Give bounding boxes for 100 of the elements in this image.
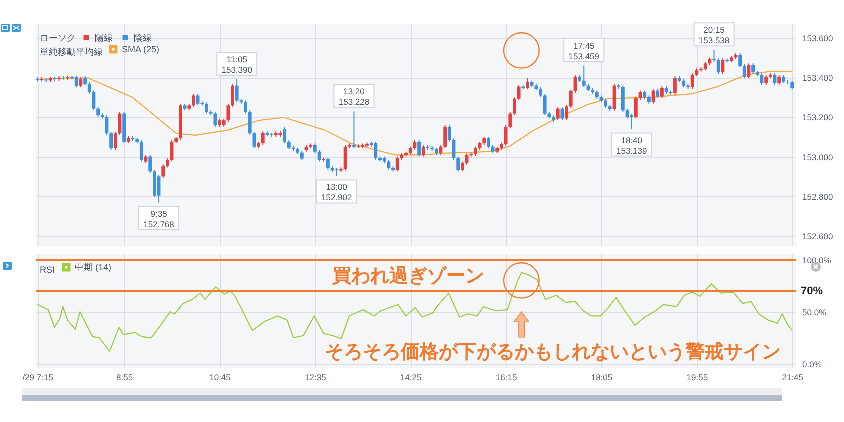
- x-tick-label: 18:05: [591, 372, 613, 382]
- candlestick: [747, 63, 751, 80]
- candlestick: [418, 140, 421, 158]
- candlestick: [140, 140, 144, 162]
- legend-title: RSI: [40, 265, 56, 275]
- candlestick: [300, 150, 304, 161]
- x-tick-label: 21:45: [782, 372, 804, 382]
- candlestick: [344, 144, 348, 172]
- candlestick: [88, 82, 92, 94]
- candlestick: [778, 74, 782, 86]
- candlestick: [448, 124, 452, 142]
- annotation: 18:40 153.139: [616, 135, 648, 156]
- candlestick: [456, 156, 460, 172]
- candlestick: [192, 94, 196, 108]
- annotation: 13:00 152.902: [322, 182, 353, 203]
- candlestick: [444, 124, 448, 149]
- candlestick: [513, 96, 516, 116]
- legend-label: 中期 (14): [75, 262, 112, 272]
- candlestick: [487, 136, 490, 149]
- x-tick-label: 12:35: [305, 372, 327, 382]
- candlestick: [560, 106, 564, 121]
- y-tick-label: 153.400: [802, 73, 834, 84]
- legend-label: 陽線: [95, 32, 113, 43]
- candlestick: [604, 98, 608, 109]
- candlestick: [508, 112, 512, 130]
- candlestick: [162, 164, 166, 179]
- candlestick: [634, 96, 638, 120]
- candlestick: [396, 156, 400, 172]
- legend-title: ローソク: [40, 33, 76, 43]
- y-tick-label: 50.0%: [802, 308, 828, 318]
- candlestick: [231, 84, 234, 108]
- candlestick: [226, 104, 230, 123]
- candlestick: [460, 161, 464, 172]
- y-tick-label: 152.800: [802, 192, 834, 202]
- candlestick: [261, 130, 265, 146]
- candlestick: [235, 79, 239, 103]
- ref-line-label: 70%: [801, 285, 824, 298]
- candlestick: [660, 86, 664, 99]
- y-tick-label: 153.600: [802, 33, 834, 44]
- annotation: 20:15 153.538: [698, 25, 730, 46]
- annotation: 13:20 153.228: [338, 86, 370, 108]
- candlestick: [630, 113, 634, 130]
- x-tick-label: 10:45: [210, 372, 232, 382]
- y-tick-label: 0.0%: [802, 359, 822, 370]
- candlestick: [352, 111, 356, 149]
- candlestick: [114, 132, 118, 151]
- candlestick: [716, 58, 720, 75]
- x-tick-label: 14:25: [400, 372, 422, 382]
- candlestick: [712, 50, 716, 62]
- candlestick: [387, 160, 391, 170]
- y-tick-label: 100.0%: [802, 256, 832, 266]
- candlestick: [374, 141, 378, 160]
- candlestick: [248, 110, 252, 136]
- x-tick-label: 19:55: [686, 372, 708, 382]
- x-tick-label: 16:15: [496, 372, 518, 382]
- candlestick: [283, 126, 287, 144]
- candlestick: [539, 86, 542, 98]
- candlestick: [656, 88, 660, 99]
- candlestick: [556, 106, 560, 121]
- candlestick: [543, 94, 547, 116]
- candlestick: [214, 112, 218, 128]
- candlestick: [110, 132, 114, 151]
- candlestick: [74, 75, 78, 88]
- candlestick: [517, 84, 521, 102]
- candlestick: [674, 76, 677, 96]
- candlestick: [565, 104, 568, 121]
- annotation: そろそろ価格が下がるかもしれないという警戒サイン: [324, 341, 781, 364]
- candlestick: [526, 78, 530, 90]
- candlestick: [166, 158, 170, 168]
- y-tick-label: 153.200: [802, 112, 834, 123]
- candlestick: [79, 77, 83, 88]
- candlestick: [326, 157, 330, 170]
- candlestick: [148, 154, 152, 174]
- candlestick: [157, 174, 161, 204]
- annotation: 買われ過ぎゾーン: [331, 264, 484, 287]
- candlestick: [313, 143, 317, 154]
- candlestick: [752, 63, 756, 75]
- annotation: 9:35 152.768: [144, 208, 175, 230]
- candlestick: [205, 102, 208, 114]
- candlestick: [764, 74, 768, 86]
- candlestick: [621, 85, 625, 113]
- candlestick: [287, 140, 291, 150]
- annotation: 単純移動平均線: [40, 47, 103, 57]
- legend-label: SMA (25): [122, 44, 160, 54]
- y-tick-label: 153.000: [802, 152, 834, 162]
- candlestick: [504, 124, 508, 146]
- candlestick: [582, 65, 586, 88]
- candlestick: [84, 76, 87, 86]
- y-tick-label: 152.600: [802, 232, 834, 242]
- candlestick: [196, 94, 200, 106]
- candlestick: [422, 144, 426, 158]
- candlestick: [474, 146, 478, 157]
- x-tick-label: /29 7:15: [22, 372, 54, 382]
- candlestick: [742, 64, 746, 80]
- candlestick: [569, 89, 573, 109]
- candlestick: [244, 100, 248, 114]
- candlestick: [252, 132, 256, 149]
- candlestick: [465, 153, 469, 166]
- candlestick: [690, 72, 694, 90]
- legend-label: 陰線: [134, 32, 152, 43]
